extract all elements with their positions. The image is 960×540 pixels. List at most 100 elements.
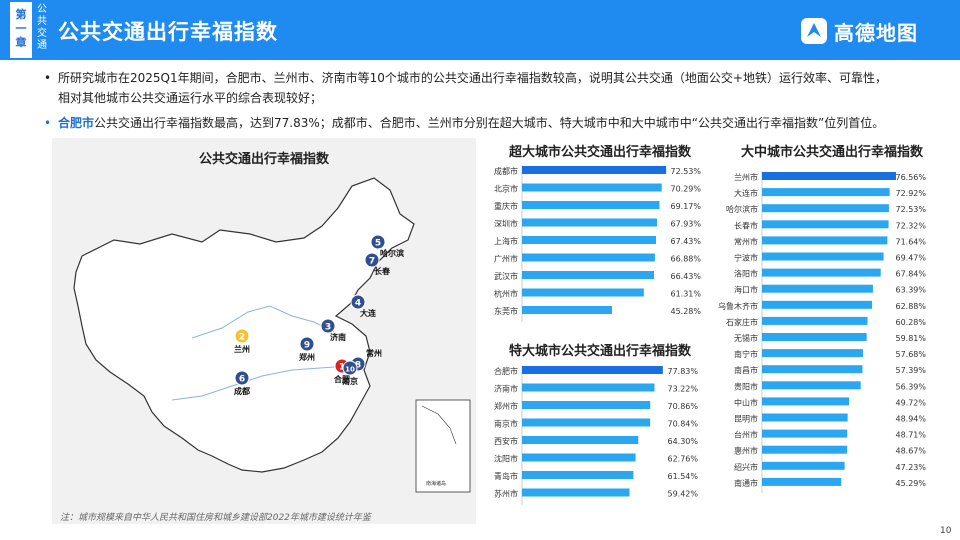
- chapter-char: 一: [15, 22, 27, 35]
- marker-pin: [364, 252, 380, 268]
- bar-category-label: 长春市: [734, 220, 758, 230]
- marker-pin: [299, 336, 315, 352]
- marker-rank: 4: [355, 299, 361, 309]
- bar-value-label: 70.84%: [667, 420, 698, 429]
- bar: [762, 236, 888, 245]
- amap-logo: 高德地图: [800, 16, 918, 46]
- bar-value-label: 47.23%: [895, 463, 926, 472]
- chapter-sub-char: 通: [37, 40, 47, 51]
- chapter-sub-char: 共: [37, 16, 47, 27]
- bar-category-label: 乌鲁木齐市: [718, 301, 758, 311]
- marker-rank: 9: [304, 341, 310, 351]
- bar-category-label: 石家庄市: [726, 317, 758, 327]
- bar: [762, 461, 845, 470]
- bar: [762, 429, 848, 438]
- bar: [522, 471, 634, 479]
- bar: [762, 172, 896, 180]
- bar-value-label: 73.22%: [667, 385, 698, 394]
- bar-value-label: 45.29%: [895, 479, 926, 488]
- bar: [522, 218, 657, 227]
- bar-category-label: 洛阳市: [734, 269, 758, 279]
- river-yellow: [191, 305, 335, 339]
- bar-value-label: 62.76%: [667, 455, 698, 464]
- bar: [762, 316, 868, 325]
- bar-category-label: 海口市: [734, 285, 758, 295]
- bar-value-label: 59.81%: [895, 334, 926, 343]
- river-yangtze: [171, 365, 349, 401]
- south-sea-label: 南海诸岛: [426, 481, 447, 487]
- bar-category-label: 兰州市: [734, 172, 758, 182]
- bar: [762, 220, 889, 229]
- bar: [762, 252, 884, 261]
- bar: [762, 300, 873, 309]
- chart-megacity: 成都市 72.53% 北京市 70.29% 重庆市 69.17% 深圳市 67.93% 上海市 6…: [494, 165, 701, 322]
- bar-value-label: 67.93%: [670, 220, 701, 229]
- chapter-char: 第: [15, 8, 27, 21]
- bar-value-label: 57.39%: [895, 366, 926, 375]
- bar-value-label: 72.92%: [895, 189, 926, 198]
- bar-value-label: 69.47%: [895, 254, 926, 263]
- bar-category-label: 大连市: [734, 188, 758, 198]
- bar-category-label: 成都市: [494, 166, 518, 176]
- bar-category-label: 贵阳市: [734, 381, 758, 391]
- bar-value-label: 48.71%: [895, 431, 926, 440]
- bar: [522, 306, 612, 314]
- bar: [522, 236, 656, 244]
- marker-city-label: 济南: [330, 332, 346, 342]
- bar-value-label: 72.53%: [670, 167, 701, 176]
- bar-category-label: 南宁市: [734, 349, 758, 359]
- marker-rank: 8: [355, 361, 361, 371]
- amap-logo-icon: [801, 18, 827, 44]
- bar: [522, 401, 651, 409]
- bar-value-label: 61.54%: [667, 472, 698, 481]
- bar-category-label: 济南市: [494, 384, 518, 394]
- bar-category-label: 合肥市: [494, 366, 518, 376]
- bar-value-label: 70.29%: [670, 185, 701, 194]
- bar-category-label: 昆明市: [734, 414, 758, 424]
- marker-rank: 10: [345, 366, 355, 374]
- map-marker: 3济南: [320, 318, 346, 342]
- marker-rank: 1: [339, 363, 345, 373]
- marker-pin: [234, 370, 250, 386]
- bar: [762, 381, 861, 390]
- south-sea-inset: [415, 399, 471, 493]
- marker-city-label: 郑州: [299, 352, 315, 362]
- bar: [522, 201, 660, 209]
- bar-value-label: 66.88%: [670, 255, 701, 264]
- bar-value-label: 57.68%: [895, 350, 926, 359]
- bar: [522, 488, 630, 497]
- marker-city-label: 成都: [234, 386, 250, 396]
- bar-value-label: 49.72%: [895, 398, 926, 407]
- bar: [762, 204, 889, 213]
- bar-category-label: 深圳市: [494, 219, 518, 229]
- marker-pin: [320, 318, 336, 334]
- marker-city-label: 哈尔滨: [380, 248, 404, 258]
- map-marker: 4大连: [350, 294, 377, 318]
- source-note: 注：城市规模来自中华人民共和国住房和城乡建设部2022年城市建设统计年鉴: [60, 513, 371, 523]
- bar-category-label: 南通市: [734, 478, 758, 488]
- bar-category-label: 沈阳市: [494, 454, 518, 464]
- bar: [762, 349, 863, 358]
- bar: [762, 333, 867, 341]
- marker-rank: 3: [325, 323, 331, 333]
- marker-pin: [350, 294, 366, 310]
- chapter-char: 章: [15, 36, 27, 49]
- bar-category-label: 台州市: [734, 430, 758, 440]
- marker-pin: [342, 360, 358, 376]
- map-marker: 2兰州: [234, 328, 250, 354]
- chart-largecity: 合肥市 77.83% 济南市 73.22% 郑州市 70.86% 南京市 70.84% 西安市 6…: [494, 365, 698, 505]
- map-panel: 公共交通出行幸福指数 1 合肥 2 兰州 3 济南 4 大连 5 哈尔滨 6 成都 7 长春 8 常州 9 郑州 1…: [52, 138, 476, 524]
- bar: [522, 253, 655, 262]
- bar: [762, 188, 890, 197]
- map-marker: 7长春: [364, 252, 390, 276]
- bar-category-label: 北京市: [494, 184, 518, 194]
- bar: [522, 383, 655, 392]
- bullet-highlight: 合肥市: [58, 116, 95, 130]
- bar-category-label: 绍兴市: [734, 462, 758, 472]
- header-bar: 第 一 章 公 共 交 通 公共交通出行幸福指数 高德地图: [0, 0, 960, 60]
- bar-category-label: 广州市: [494, 254, 518, 264]
- china-outline: [73, 177, 415, 473]
- chart-title-midcity: 大中城市公共交通出行幸福指数: [740, 145, 923, 160]
- bar-value-label: 62.88%: [895, 302, 926, 311]
